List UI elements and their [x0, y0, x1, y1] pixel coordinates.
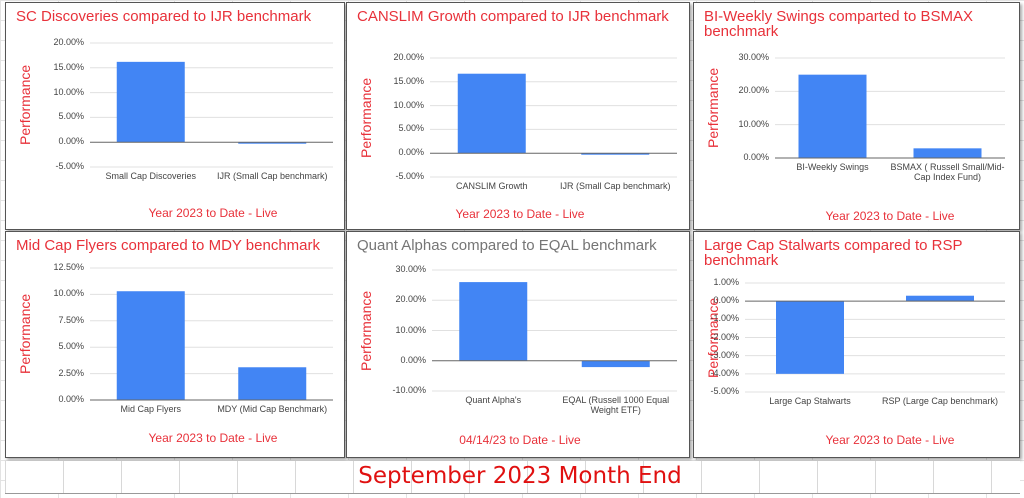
x-axis-label: Year 2023 to Date - Live [825, 433, 955, 447]
chart-title: BI-Weekly Swings comparted to BSMAX benc… [704, 8, 973, 40]
bar [906, 295, 974, 302]
y-axis-label: Performance [705, 67, 721, 148]
bar [116, 291, 185, 400]
bar [116, 61, 185, 143]
chart-panel[interactable]: Large Cap Stalwarts compared to RSP benc… [693, 231, 1020, 458]
y-tick-label: 0.00% [58, 136, 84, 147]
x-axis-label: 04/14/23 to Date - Live [459, 433, 581, 447]
y-tick-label: 15.00% [53, 61, 84, 72]
category-label: RSP (Large Cap benchmark) [882, 396, 998, 406]
chart-title: Large Cap Stalwarts compared to RSP benc… [704, 237, 963, 269]
footer-text: September 2023 Month End [358, 463, 682, 489]
chart-panel[interactable]: CANSLIM Growth compared to IJR benchmark [346, 2, 690, 230]
y-tick-label: 5.00% [398, 123, 424, 134]
bar [776, 301, 844, 374]
y-tick-label: 10.00% [393, 99, 424, 110]
y-tick-label: 30.00% [395, 264, 426, 274]
y-tick-label: -3.00% [710, 349, 739, 360]
y-tick-label: 0.00% [398, 147, 424, 158]
category-label: Small Cap Discoveries [105, 171, 197, 181]
x-axis-label: Year 2023 to Date - Live [825, 209, 955, 223]
category-label: MDY (Mid Cap Benchmark) [217, 404, 328, 414]
y-tick-label: 15.00% [393, 75, 424, 86]
y-axis-label: Performance [358, 77, 374, 158]
y-tick-label: 0.00% [400, 354, 426, 365]
y-tick-label: 10.00% [53, 288, 84, 299]
y-tick-label: 7.50% [58, 314, 84, 325]
bar [238, 142, 307, 144]
bar [913, 148, 982, 158]
y-tick-label: 30.00% [738, 52, 769, 62]
bar [581, 360, 650, 368]
y-tick-label: -5.00% [395, 171, 424, 181]
chart-title: CANSLIM Growth compared to IJR benchmark [357, 8, 669, 25]
bar [457, 73, 526, 154]
y-tick-label: 10.00% [53, 86, 84, 97]
y-tick-label: 5.00% [58, 341, 84, 352]
y-tick-label: 2.50% [58, 367, 84, 378]
bar [798, 74, 867, 158]
y-tick-label: -2.00% [710, 331, 739, 342]
chart-title: Mid Cap Flyers compared to MDY benchmark [16, 237, 320, 254]
y-tick-label: -10.00% [392, 385, 426, 395]
footer-row [5, 461, 1020, 494]
category-label: BSMAX ( Russell Small/Mid-Cap Index Fund… [890, 162, 1005, 182]
category-label: EQAL (Russell 1000 Equal Weight ETF) [562, 395, 670, 415]
chart-title: Quant Alphas compared to EQAL benchmark [357, 237, 657, 254]
y-tick-label: -1.00% [710, 313, 739, 324]
y-axis-label: Performance [17, 64, 33, 145]
y-tick-label: 12.50% [53, 262, 84, 272]
y-tick-label: 0.00% [713, 295, 739, 306]
chart-title: SC Discoveries compared to IJR benchmark [16, 8, 312, 25]
category-label: Mid Cap Flyers [120, 404, 181, 414]
bar [238, 367, 307, 400]
y-tick-label: 10.00% [395, 324, 426, 335]
category-label: IJR (Small Cap benchmark) [559, 181, 671, 191]
y-tick-label: -4.00% [710, 367, 739, 378]
x-axis-label: Year 2023 to Date - Live [148, 431, 278, 445]
y-tick-label: 10.00% [738, 118, 769, 129]
y-tick-label: 20.00% [53, 37, 84, 47]
category-label: CANSLIM Growth [455, 181, 528, 191]
y-tick-label: -5.00% [710, 386, 739, 396]
y-tick-label: -5.00% [55, 161, 84, 171]
y-axis-label: Performance [17, 293, 33, 374]
y-tick-label: 0.00% [58, 394, 84, 404]
y-tick-label: 5.00% [58, 111, 84, 122]
category-label: IJR (Small Cap benchmark) [216, 171, 328, 181]
bar [459, 282, 528, 361]
y-tick-label: 20.00% [393, 52, 424, 62]
y-tick-label: 1.00% [713, 277, 739, 287]
y-tick-label: 0.00% [743, 152, 769, 162]
category-label: Large Cap Stalwarts [769, 396, 851, 406]
y-tick-label: 20.00% [395, 294, 426, 305]
x-axis-label: Year 2023 to Date - Live [148, 206, 278, 220]
bar [581, 153, 650, 155]
category-label: BI-Weekly Swings [796, 162, 869, 172]
category-label: Quant Alpha's [465, 395, 522, 405]
y-tick-label: 20.00% [738, 85, 769, 96]
x-axis-label: Year 2023 to Date - Live [455, 207, 585, 221]
